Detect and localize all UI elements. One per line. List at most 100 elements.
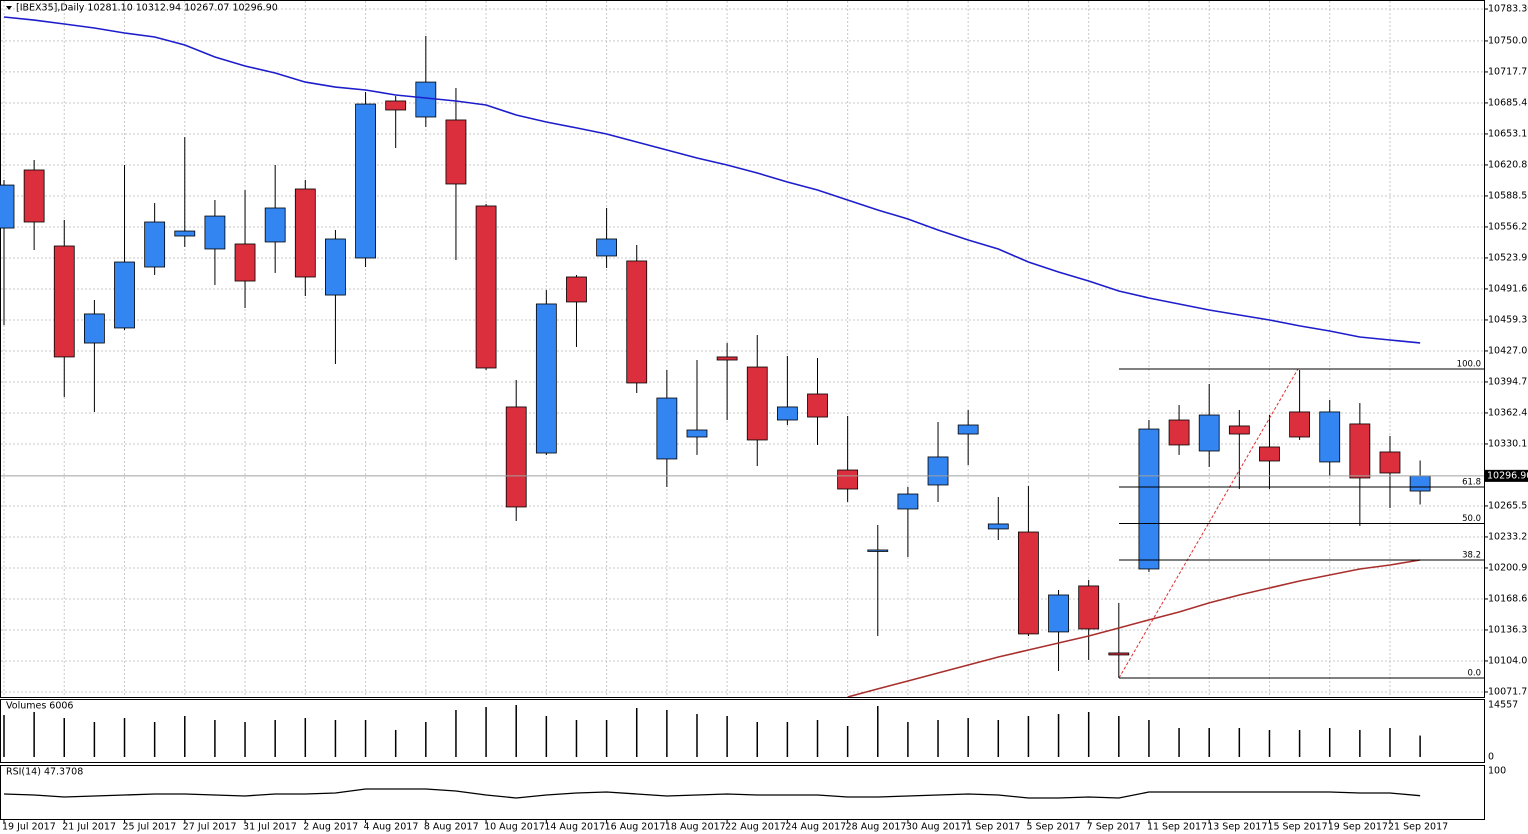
x-tick-label: 5 Sep 2017 — [1026, 822, 1080, 833]
candle-body — [535, 303, 557, 454]
x-tick-label: 1 Sep 2017 — [966, 822, 1020, 833]
x-tick-label: 19 Jul 2017 — [2, 822, 56, 833]
x-tick-label: 28 Aug 2017 — [846, 822, 907, 833]
fib-label: 38.2 — [1462, 550, 1481, 560]
candle-body — [957, 424, 979, 435]
candle-body — [1289, 411, 1310, 438]
candle-body — [1018, 531, 1039, 635]
candle-body — [1379, 451, 1401, 474]
x-tick-label: 15 Sep 2017 — [1267, 822, 1327, 833]
fib-label: 61.8 — [1462, 478, 1481, 488]
y-tick-label: 10653.15 — [1488, 128, 1528, 139]
candle-body — [114, 261, 135, 329]
candle-body — [23, 169, 45, 223]
candle-body — [83, 313, 105, 344]
candle-body — [776, 406, 798, 421]
candle-body — [656, 397, 678, 460]
y-tick-label: 10750.05 — [1488, 35, 1528, 46]
menu-arrow[interactable] — [6, 6, 12, 10]
y-tick-label: 10104.05 — [1488, 655, 1528, 666]
candle-body — [927, 456, 949, 486]
candle-body — [987, 523, 1009, 530]
y-tick-label: 10717.75 — [1488, 66, 1528, 77]
candle-body — [746, 366, 768, 441]
x-tick-label: 10 Aug 2017 — [484, 822, 545, 833]
x-tick-label: 11 Sep 2017 — [1147, 822, 1207, 833]
y-tick-label: 10265.55 — [1488, 500, 1528, 511]
x-tick-label: 21 Sep 2017 — [1388, 822, 1448, 833]
y-tick-label: 10200.95 — [1488, 562, 1528, 573]
candle-body — [144, 221, 166, 268]
candle-body — [596, 238, 617, 257]
x-tick-label: 13 Sep 2017 — [1207, 822, 1267, 833]
y-tick-label: 10556.25 — [1488, 221, 1528, 232]
rsi-title: RSI(14) 47.3708 — [6, 767, 83, 778]
current-price-label: 10296.90 — [1487, 470, 1528, 481]
x-tick-label: 21 Jul 2017 — [62, 822, 116, 833]
candle-body — [626, 260, 648, 384]
fib-label: 50.0 — [1462, 514, 1481, 524]
candle-body — [1078, 585, 1100, 630]
moving-average — [3, 16, 1421, 344]
candle-body — [1138, 428, 1160, 570]
current-price-box — [1484, 469, 1528, 482]
chart-header: [IBEX35],Daily 10281.10 10312.94 10267.0… — [16, 3, 278, 14]
y-tick-label: 10588.55 — [1488, 190, 1528, 201]
y-tick-label: 10783.30 — [1488, 4, 1528, 15]
candle-body — [325, 238, 346, 296]
y-tick-label: 10233.25 — [1488, 531, 1528, 542]
candle-body — [505, 406, 527, 508]
y-tick-label: 14557 — [1488, 700, 1518, 711]
candle-body — [837, 469, 859, 490]
y-tick-label: 10620.85 — [1488, 159, 1528, 170]
candle-body — [1319, 411, 1341, 463]
candle-body — [1409, 475, 1431, 492]
fib-label: 0.0 — [1467, 668, 1481, 678]
x-tick-label: 7 Sep 2017 — [1087, 822, 1141, 833]
x-tick-label: 31 Jul 2017 — [243, 822, 297, 833]
x-tick-label: 2 Aug 2017 — [303, 822, 358, 833]
y-tick-label: 10362.45 — [1488, 407, 1528, 418]
y-tick-label: 0 — [1488, 752, 1494, 763]
rsi-line — [3, 788, 1421, 799]
candle-body — [475, 205, 497, 369]
x-tick-label: 14 Aug 2017 — [544, 822, 605, 833]
y-tick-label: 10459.35 — [1488, 314, 1528, 325]
y-tick-label: 10168.65 — [1488, 593, 1528, 604]
y-tick-label: 100 — [1488, 766, 1506, 777]
plot — [0, 16, 1484, 799]
candle-body — [1198, 414, 1220, 452]
candle-body — [1168, 419, 1190, 446]
x-tick-label: 19 Sep 2017 — [1328, 822, 1388, 833]
candle-body — [294, 188, 316, 278]
candle-body — [897, 493, 919, 510]
candle-body — [415, 81, 437, 118]
candle-body — [867, 549, 889, 552]
candle-body — [716, 356, 738, 361]
x-tick-label: 22 Aug 2017 — [725, 822, 786, 833]
candle-body — [174, 230, 196, 237]
moving-average — [847, 559, 1421, 697]
candle-body — [566, 276, 587, 303]
x-tick-label: 8 Aug 2017 — [424, 822, 479, 833]
candle-body — [1228, 425, 1250, 435]
candle-body — [234, 243, 256, 282]
fib-trend — [1118, 368, 1299, 679]
y-tick-label: 10427.05 — [1488, 345, 1528, 356]
volume-panel — [0, 699, 1485, 763]
y-tick-label: 10071.75 — [1488, 686, 1528, 697]
candle-body — [355, 103, 376, 259]
x-tick-label: 18 Aug 2017 — [665, 822, 726, 833]
fib-label: 100.0 — [1457, 359, 1481, 369]
y-tick-label: 10394.75 — [1488, 376, 1528, 387]
candle-body — [0, 184, 15, 229]
main-panel — [0, 0, 1485, 698]
candle-body — [1259, 446, 1280, 462]
y-tick-label: 10491.65 — [1488, 283, 1528, 294]
candle-body — [204, 215, 226, 250]
y-tick-label: 10685.45 — [1488, 97, 1528, 108]
y-tick-label: 10330.15 — [1488, 438, 1528, 449]
